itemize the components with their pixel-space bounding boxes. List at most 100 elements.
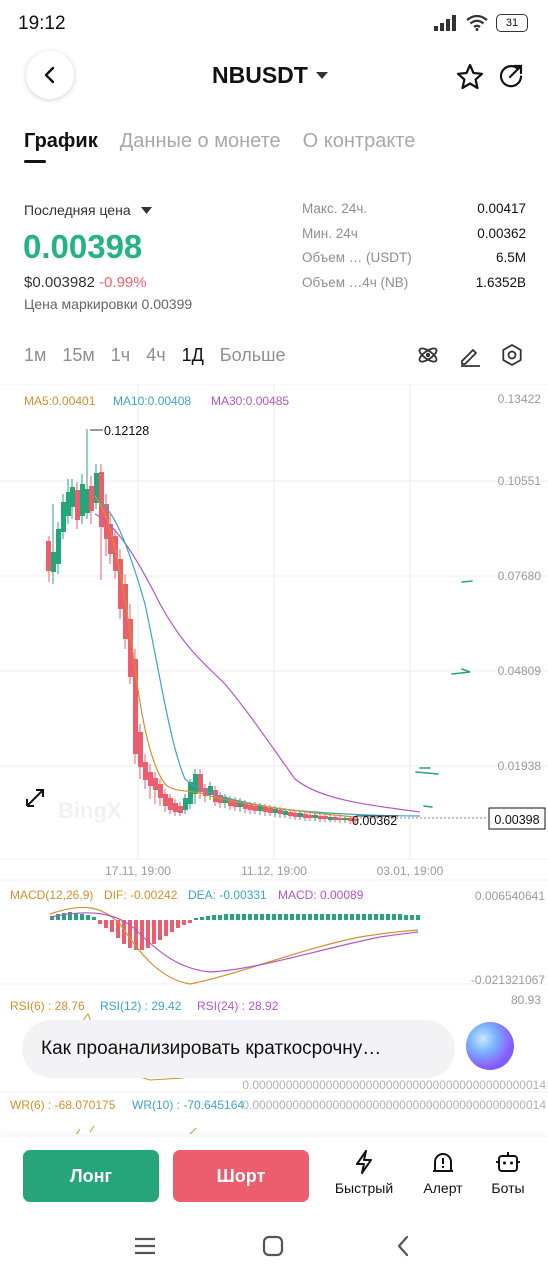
- candle: [343, 818, 348, 820]
- ai-prompt-bubble[interactable]: Как проанализировать краткосрочну…: [22, 1020, 455, 1078]
- candle: [183, 798, 188, 810]
- stat-value: 0.00417: [477, 201, 526, 216]
- timeframe-1d[interactable]: 1Д: [181, 345, 204, 365]
- menu-icon[interactable]: [133, 1236, 157, 1256]
- expand-icon[interactable]: [26, 789, 44, 807]
- candle: [113, 536, 118, 571]
- candle: [148, 772, 153, 786]
- candle: [158, 784, 163, 798]
- stat-label: Объем …4ч (NB): [302, 274, 409, 290]
- candle: [66, 492, 71, 516]
- candle: [153, 778, 158, 790]
- share-icon[interactable]: [497, 63, 524, 90]
- home-icon[interactable]: [262, 1235, 284, 1257]
- timeframe-1m[interactable]: 1м: [24, 345, 47, 365]
- candle: [233, 800, 238, 807]
- timeframe-15m[interactable]: 15м: [62, 345, 95, 365]
- short-button[interactable]: Шорт: [173, 1150, 309, 1202]
- stat-value: 0.00362: [477, 225, 526, 241]
- candle: [138, 732, 143, 767]
- long-button[interactable]: Лонг: [23, 1150, 159, 1202]
- candle: [208, 786, 213, 795]
- current-price-tag: 0.00398: [494, 813, 539, 827]
- wifi-icon: [466, 15, 488, 31]
- caret-down-icon: [140, 206, 152, 214]
- current-price-box: [488, 807, 546, 830]
- rsi6-label: RSI(6) : 28.76: [10, 999, 85, 1013]
- indicator-icon[interactable]: [416, 343, 440, 367]
- candle: [51, 552, 56, 572]
- bots-label: Боты: [491, 1180, 525, 1196]
- pair-name: NBUSDT: [212, 62, 308, 88]
- candles: [46, 429, 358, 824]
- stat-low: Мин. 24ч 0.00362: [302, 226, 526, 251]
- candle: [268, 808, 273, 813]
- candle: [123, 584, 128, 639]
- timeframe-1h[interactable]: 1ч: [110, 345, 131, 365]
- macd-value: MACD: 0.00089: [278, 888, 364, 902]
- tab-coin-data[interactable]: Данные о монете: [119, 130, 281, 152]
- rsi12-label: RSI(12) : 29.42: [100, 999, 182, 1013]
- candle: [248, 805, 253, 810]
- candle: [75, 490, 80, 520]
- candle: [333, 817, 338, 820]
- candle: [46, 541, 51, 571]
- timeframe-more[interactable]: Больше: [219, 345, 286, 365]
- price-chart[interactable]: MA5:0.00401 MA10:0.00408 MA30:0.00485 0.…: [0, 384, 548, 1134]
- candle: [318, 816, 323, 819]
- bell-icon: [433, 1153, 453, 1172]
- candle: [258, 806, 263, 811]
- pair-selector[interactable]: NBUSDT: [212, 62, 328, 89]
- annotations: [415, 580, 473, 808]
- candle: [173, 803, 178, 812]
- macd-axis-top: 0.006540641: [475, 889, 545, 903]
- timeframe-4h[interactable]: 4ч: [146, 345, 166, 365]
- tab-contract[interactable]: О контракте: [302, 130, 416, 152]
- last-price: 0.00398: [23, 228, 143, 265]
- back-nav-icon[interactable]: [396, 1235, 410, 1257]
- candle: [85, 489, 90, 513]
- lightning-icon: [356, 1150, 372, 1174]
- chevron-left-icon: [44, 66, 55, 84]
- candle: [133, 659, 138, 754]
- high-label: 0.12128: [104, 424, 149, 438]
- bots-button[interactable]: Боты: [473, 1150, 543, 1196]
- macd-axis-bottom: -0.021321067: [471, 973, 545, 987]
- usd-price: $0.003982: [24, 274, 95, 291]
- system-nav-bar: [0, 1217, 548, 1280]
- ai-prompt-text: Как проанализировать краткосрочну…: [41, 1038, 382, 1059]
- watermark: BingX: [58, 798, 122, 823]
- ma5-line: [94, 495, 356, 818]
- mark-price: Цена маркировки 0.00399: [24, 296, 193, 312]
- status-time: 19:12: [18, 13, 66, 34]
- alert-button[interactable]: Алерт: [408, 1150, 478, 1196]
- timeframe-bar: 1м 15м 1ч 4ч 1Д Больше: [24, 345, 286, 366]
- stat-volume-nb: Объем …4ч (NB) 1.6352B: [302, 275, 526, 300]
- candle: [89, 486, 94, 511]
- macd-dea: DEA: -0.00331: [188, 888, 267, 902]
- x-tick-2: 11.12, 19:00: [241, 864, 307, 878]
- ma30-line: [94, 513, 421, 813]
- tab-chart[interactable]: График: [24, 130, 98, 152]
- x-tick-3: 03.01, 19:00: [377, 864, 444, 878]
- star-icon[interactable]: [456, 63, 484, 90]
- candle: [293, 813, 298, 817]
- candle: [168, 798, 173, 810]
- wr-line: [75, 1125, 197, 1134]
- y-tick-5: 0.01938: [498, 759, 542, 773]
- draw-icon[interactable]: [458, 343, 482, 367]
- ai-assistant-icon[interactable]: [466, 1022, 514, 1070]
- ma10-line: [94, 498, 421, 817]
- signal-icon: [434, 15, 456, 31]
- settings-icon[interactable]: [500, 343, 524, 367]
- quick-trade-button[interactable]: Быстрый: [329, 1150, 399, 1196]
- stat-label: Макс. 24ч.: [302, 201, 368, 216]
- y-tick-1: 0.13422: [498, 392, 542, 406]
- last-price-selector[interactable]: Последняя цена: [24, 202, 152, 218]
- back-button[interactable]: [26, 51, 74, 99]
- candle: [193, 774, 198, 794]
- ma10-label: MA10:0.00408: [113, 394, 191, 408]
- candle: [228, 799, 233, 806]
- y-tick-2: 0.10551: [498, 474, 542, 488]
- status-bar: 19:12 31: [0, 0, 548, 48]
